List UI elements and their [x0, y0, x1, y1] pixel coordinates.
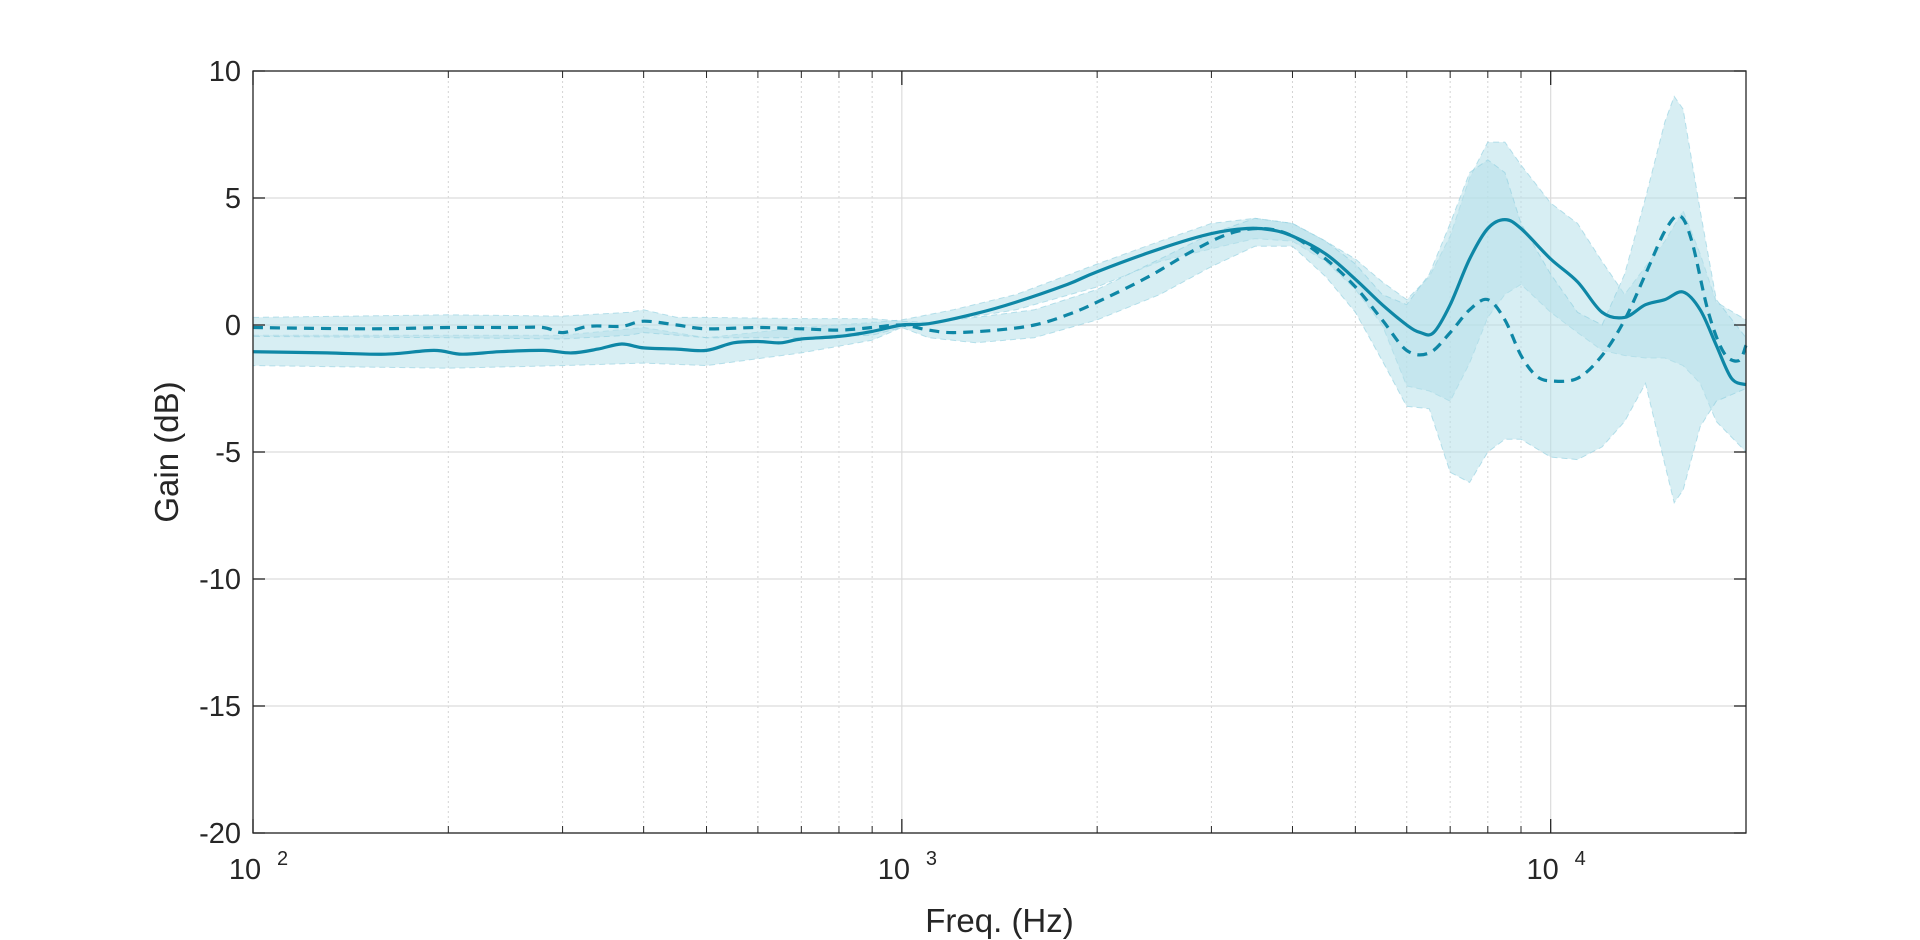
confidence-bands	[252, 95, 1747, 504]
series-dashed	[252, 213, 1748, 383]
x-tick-label: 10	[229, 854, 261, 886]
y-tick-label: 10	[209, 56, 241, 88]
y-tick-label: -15	[199, 691, 241, 723]
y-axis-title: Gain (dB)	[148, 381, 185, 522]
x-axis-title: Freq. (Hz)	[925, 902, 1074, 939]
x-tick-exponent: 2	[277, 848, 288, 870]
axes-frame	[252, 70, 1747, 834]
x-tick-label: 10	[1527, 854, 1559, 886]
y-tick-label: 5	[225, 183, 241, 215]
y-tick-label: -20	[199, 818, 241, 850]
y-tick-label: 0	[225, 310, 241, 342]
x-tick-label: 10	[878, 854, 910, 886]
series-solid	[252, 218, 1747, 387]
tick-labels: 10 5 0 -5 -10 -15 -20 10 2 10 3 10 4	[199, 56, 1586, 886]
y-tick-label: -5	[215, 437, 241, 469]
dashed-band	[252, 95, 1747, 504]
y-tick-label: -10	[199, 564, 241, 596]
series-lines	[252, 213, 1748, 387]
x-tick-exponent: 3	[926, 848, 937, 870]
x-tick-exponent: 4	[1575, 848, 1586, 870]
